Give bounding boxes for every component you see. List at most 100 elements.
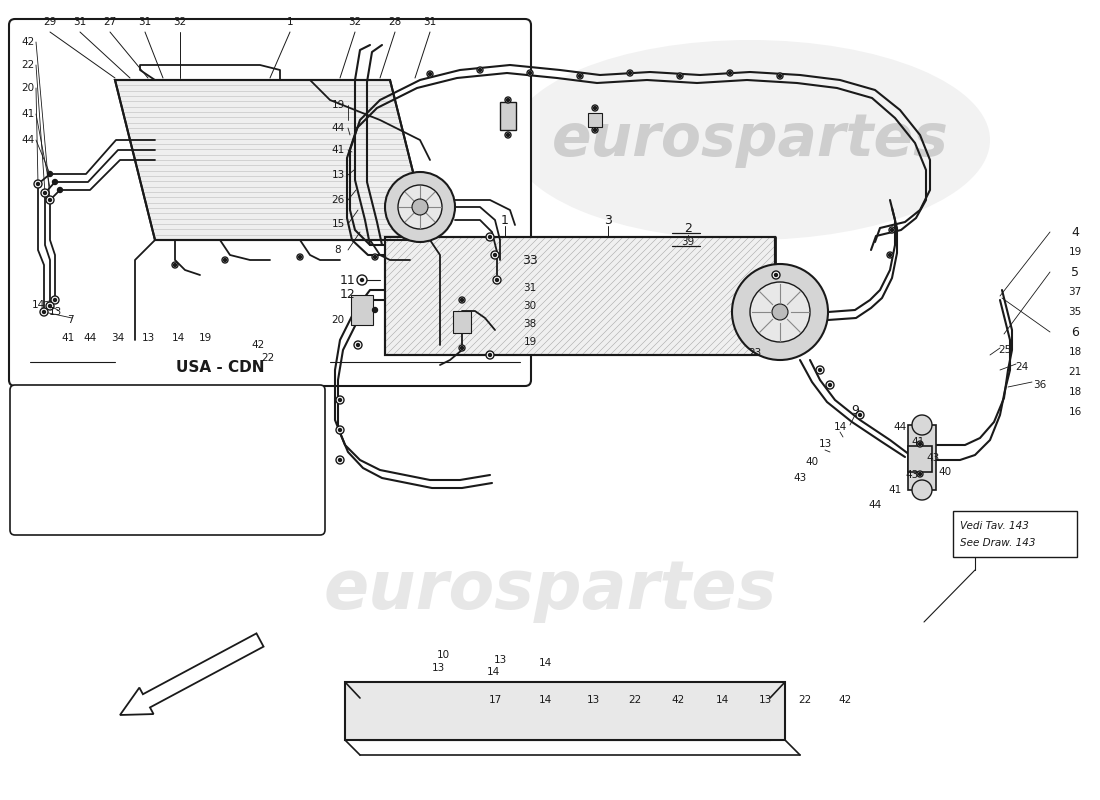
Text: Vedi Tav. 143: Vedi Tav. 143 xyxy=(960,521,1028,531)
Text: 17: 17 xyxy=(488,695,502,705)
Text: 14: 14 xyxy=(834,422,847,432)
Circle shape xyxy=(779,74,781,78)
Text: 42: 42 xyxy=(252,340,265,350)
Circle shape xyxy=(57,187,63,193)
Text: eurospartes: eurospartes xyxy=(551,111,948,169)
Circle shape xyxy=(412,199,428,215)
Circle shape xyxy=(373,307,377,313)
Circle shape xyxy=(172,262,178,268)
Circle shape xyxy=(527,70,534,76)
Text: USA - CDN: USA - CDN xyxy=(176,361,264,375)
Text: 31: 31 xyxy=(524,283,537,293)
Text: 14: 14 xyxy=(172,333,185,343)
Circle shape xyxy=(828,383,832,386)
Circle shape xyxy=(856,411,864,419)
Text: 44: 44 xyxy=(893,422,906,432)
Circle shape xyxy=(628,71,631,74)
Bar xyxy=(908,425,936,490)
Text: 13: 13 xyxy=(48,307,62,317)
Text: 26: 26 xyxy=(331,195,344,205)
Text: 14: 14 xyxy=(486,667,499,677)
Circle shape xyxy=(750,282,810,342)
Text: 18: 18 xyxy=(1068,347,1081,357)
Circle shape xyxy=(912,480,932,500)
Circle shape xyxy=(358,275,367,285)
Circle shape xyxy=(495,278,498,282)
Text: 21: 21 xyxy=(1068,367,1081,377)
Circle shape xyxy=(361,278,363,282)
Text: 13: 13 xyxy=(142,333,155,343)
Text: 44: 44 xyxy=(84,333,97,343)
Circle shape xyxy=(40,308,48,316)
Text: 41: 41 xyxy=(62,333,75,343)
Circle shape xyxy=(918,473,922,475)
Text: 19: 19 xyxy=(331,100,344,110)
Circle shape xyxy=(491,251,499,259)
Text: 7: 7 xyxy=(67,315,74,325)
Text: 9: 9 xyxy=(851,403,859,417)
Circle shape xyxy=(385,172,455,242)
Text: 41: 41 xyxy=(912,437,925,447)
Text: 30: 30 xyxy=(524,301,537,311)
Text: 15: 15 xyxy=(331,219,344,229)
Text: 22: 22 xyxy=(262,353,275,363)
Circle shape xyxy=(46,302,54,310)
Bar xyxy=(385,237,776,355)
Text: 34: 34 xyxy=(111,333,124,343)
Circle shape xyxy=(594,106,596,110)
Circle shape xyxy=(506,98,509,102)
Circle shape xyxy=(858,414,861,417)
Text: 40: 40 xyxy=(805,457,818,467)
FancyBboxPatch shape xyxy=(953,511,1077,557)
Text: 13: 13 xyxy=(586,695,600,705)
Text: 8: 8 xyxy=(334,245,341,255)
Circle shape xyxy=(818,369,822,371)
Text: 29: 29 xyxy=(43,17,56,27)
Circle shape xyxy=(488,235,492,238)
Circle shape xyxy=(917,471,923,477)
Text: 31: 31 xyxy=(74,17,87,27)
Circle shape xyxy=(676,73,683,79)
Text: 40: 40 xyxy=(938,467,952,477)
Text: 32: 32 xyxy=(174,17,187,27)
Circle shape xyxy=(478,69,482,71)
Text: 2: 2 xyxy=(684,222,692,234)
Text: 41: 41 xyxy=(331,145,344,155)
Circle shape xyxy=(777,73,783,79)
Text: 25: 25 xyxy=(999,345,1012,355)
Circle shape xyxy=(41,189,50,197)
Text: 20: 20 xyxy=(331,315,344,325)
Circle shape xyxy=(372,254,378,260)
Text: 20: 20 xyxy=(21,83,34,93)
Circle shape xyxy=(356,343,360,346)
Circle shape xyxy=(772,304,788,320)
Text: 36: 36 xyxy=(1033,380,1046,390)
Bar xyxy=(385,237,776,355)
Circle shape xyxy=(429,73,431,75)
Text: 24: 24 xyxy=(1015,362,1028,372)
Circle shape xyxy=(772,271,780,279)
Text: 23: 23 xyxy=(748,348,761,358)
Text: NOTE: pipes pos. 4, 5, 6, 7, 8, 9, 33, 34
     are complete of gaskets: NOTE: pipes pos. 4, 5, 6, 7, 8, 9, 33, 3… xyxy=(28,454,273,478)
Circle shape xyxy=(486,233,494,241)
Text: 44: 44 xyxy=(331,123,344,133)
Circle shape xyxy=(579,74,582,78)
Ellipse shape xyxy=(510,40,990,240)
Circle shape xyxy=(826,381,834,389)
Circle shape xyxy=(222,257,228,263)
Circle shape xyxy=(461,298,463,302)
Text: 28: 28 xyxy=(388,17,401,27)
Circle shape xyxy=(774,274,778,277)
Circle shape xyxy=(506,134,509,137)
Text: 14: 14 xyxy=(538,695,551,705)
Circle shape xyxy=(44,191,46,194)
Text: 19: 19 xyxy=(524,337,537,347)
Circle shape xyxy=(427,71,433,77)
Circle shape xyxy=(43,310,45,314)
Text: 11: 11 xyxy=(340,274,356,286)
Text: 41: 41 xyxy=(889,485,902,495)
Text: 22: 22 xyxy=(628,695,641,705)
Circle shape xyxy=(592,105,598,111)
Circle shape xyxy=(461,346,463,350)
Circle shape xyxy=(918,442,922,446)
